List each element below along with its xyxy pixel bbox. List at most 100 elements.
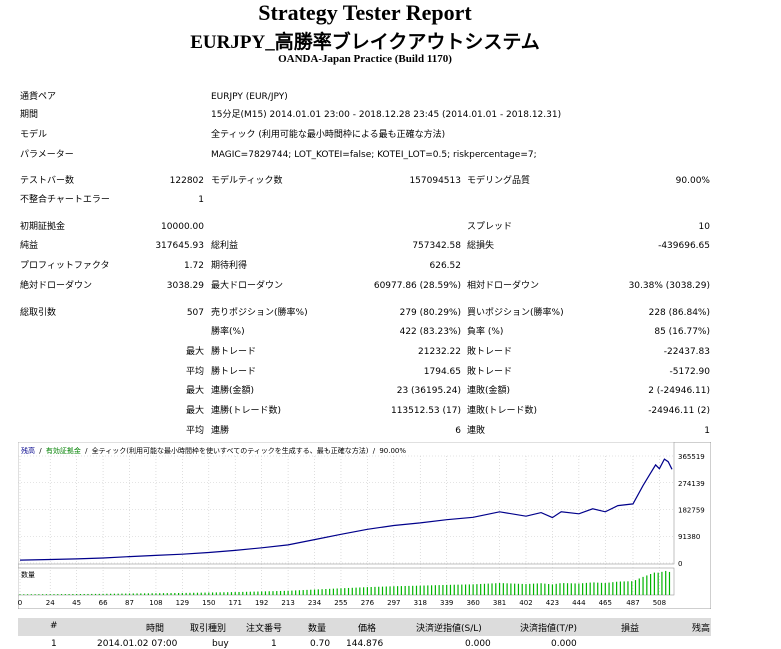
max-label-2: 最大 — [185, 386, 204, 396]
volume-bar — [23, 594, 25, 595]
volume-bar — [261, 591, 263, 595]
max-cons-losses-label: 連敗(金額) — [467, 386, 511, 396]
row1-tp: 0.000 — [551, 639, 577, 649]
long-positions-value: 228 (86.84%) — [648, 308, 710, 318]
volume-bar — [110, 593, 112, 595]
avg-win-value: 1794.65 — [423, 367, 461, 377]
volume-bar — [498, 583, 501, 595]
server-name: OANDA-Japan Practice (Build 1170) — [278, 53, 452, 65]
volume-bar — [215, 592, 217, 595]
volume-bar — [585, 582, 588, 595]
volume-bar — [102, 593, 104, 595]
x-axis-ticks: 0 24 45 66 87 108 129 150 171 192 213 234 255 276 297 3… — [18, 599, 666, 607]
volume-bar — [449, 584, 452, 595]
volume-bar — [582, 583, 584, 595]
bars-value: 122802 — [169, 176, 204, 186]
volume-bar — [76, 594, 78, 595]
volume-bar — [430, 585, 433, 595]
expected-payoff-label: 期待利得 — [211, 261, 248, 271]
volume-bar — [646, 575, 648, 595]
volume-bar — [49, 594, 51, 595]
volume-bar — [200, 592, 202, 595]
volume-bar — [597, 582, 599, 595]
volume-bar — [68, 594, 70, 595]
volume-bar — [555, 583, 557, 595]
volume-bar — [378, 586, 380, 595]
volume-bar — [517, 583, 520, 595]
volume-bar — [60, 594, 63, 595]
volume-bar — [616, 581, 618, 595]
largest-loss-value: -22437.83 — [663, 347, 710, 357]
volume-bar — [310, 589, 312, 595]
avg-loss-value: -5172.90 — [669, 367, 710, 377]
volume-bar — [551, 584, 554, 595]
volume-bar — [657, 572, 659, 595]
spread-label: スプレッド — [467, 222, 513, 232]
gross-loss-label: 総損失 — [467, 241, 495, 251]
volume-bar — [106, 593, 108, 595]
total-trades-label: 総取引数 — [20, 308, 57, 318]
max-cons-wins-label: 連勝(金額) — [211, 386, 255, 396]
total-trades-value: 507 — [186, 308, 204, 318]
volume-bars — [19, 570, 671, 595]
volume-bar — [219, 592, 221, 595]
max-label-3: 最大 — [185, 406, 204, 416]
volume-bar — [144, 593, 146, 595]
volume-bar — [351, 587, 353, 595]
col-price: 価格 — [358, 624, 377, 634]
params-label: パラメーター — [20, 150, 74, 160]
profit-factor-label: プロフィットファクタ — [20, 261, 110, 271]
col-type: 取引種別 — [190, 624, 227, 634]
volume-bar — [291, 590, 293, 595]
max-cons-loss-value: -24946.11 (2) — [648, 406, 710, 416]
x-tick-label: 444 — [572, 599, 586, 607]
volume-bar — [347, 587, 350, 595]
x-tick-label: 213 — [281, 599, 294, 607]
avg-win-label: 勝トレード — [211, 367, 257, 377]
volume-bar — [170, 593, 172, 595]
volume-bar — [162, 593, 165, 595]
volume-bar — [98, 593, 100, 595]
gross-loss-value: -439696.65 — [658, 241, 710, 251]
quality-label: モデリング品質 — [467, 176, 531, 186]
avg-cons-losses-label: 連敗 — [467, 426, 486, 436]
balance-chart: 365519 274139 182759 91380 0 0 24 45 66 87 108 129… — [18, 442, 711, 609]
volume-bar — [442, 584, 444, 595]
col-tp: 決済指値(T/P) — [520, 624, 577, 634]
volume-bar — [464, 584, 467, 595]
short-positions-label: 売りポジション(勝率%) — [211, 308, 308, 318]
volume-bar — [249, 591, 251, 595]
balance-line — [19, 458, 673, 561]
volume-bar — [38, 594, 40, 595]
row1-time: 2014.01.02 07:00 — [97, 639, 178, 649]
volume-bar — [419, 585, 421, 595]
max-cons-profit-label: 連勝(トレード数) — [211, 406, 282, 416]
volume-bar — [514, 583, 516, 595]
volume-bar — [468, 584, 470, 595]
legend-sep-3: / — [373, 447, 376, 455]
volume-bar — [151, 593, 153, 595]
win-rate-value: 422 (83.23%) — [399, 327, 461, 337]
volume-bar — [53, 594, 55, 595]
volume-bar — [412, 585, 414, 595]
volume-bar — [480, 583, 482, 595]
y-tick-label: 91380 — [678, 533, 700, 541]
volume-bar — [147, 593, 149, 595]
volume-bar — [242, 591, 244, 595]
volume-bar — [381, 586, 384, 595]
volume-bar — [295, 590, 297, 595]
max-cons-loss-label: 連敗(トレード数) — [467, 406, 538, 416]
volume-bar — [363, 587, 365, 595]
volume-bar — [117, 593, 119, 595]
volume-bar — [313, 589, 316, 595]
volume-bar — [223, 592, 225, 595]
x-tick-label: 255 — [334, 599, 347, 607]
volume-bar — [185, 592, 187, 595]
row1-price: 144.876 — [346, 639, 384, 649]
loss-rate-value: 85 (16.77%) — [654, 327, 710, 337]
y-tick-label: 365519 — [678, 453, 705, 461]
largest-win-value: 21232.22 — [418, 347, 461, 357]
pair-label: 通貨ペア — [20, 92, 57, 102]
volume-bar — [159, 593, 161, 595]
deposit-label: 初期証拠金 — [20, 222, 66, 232]
